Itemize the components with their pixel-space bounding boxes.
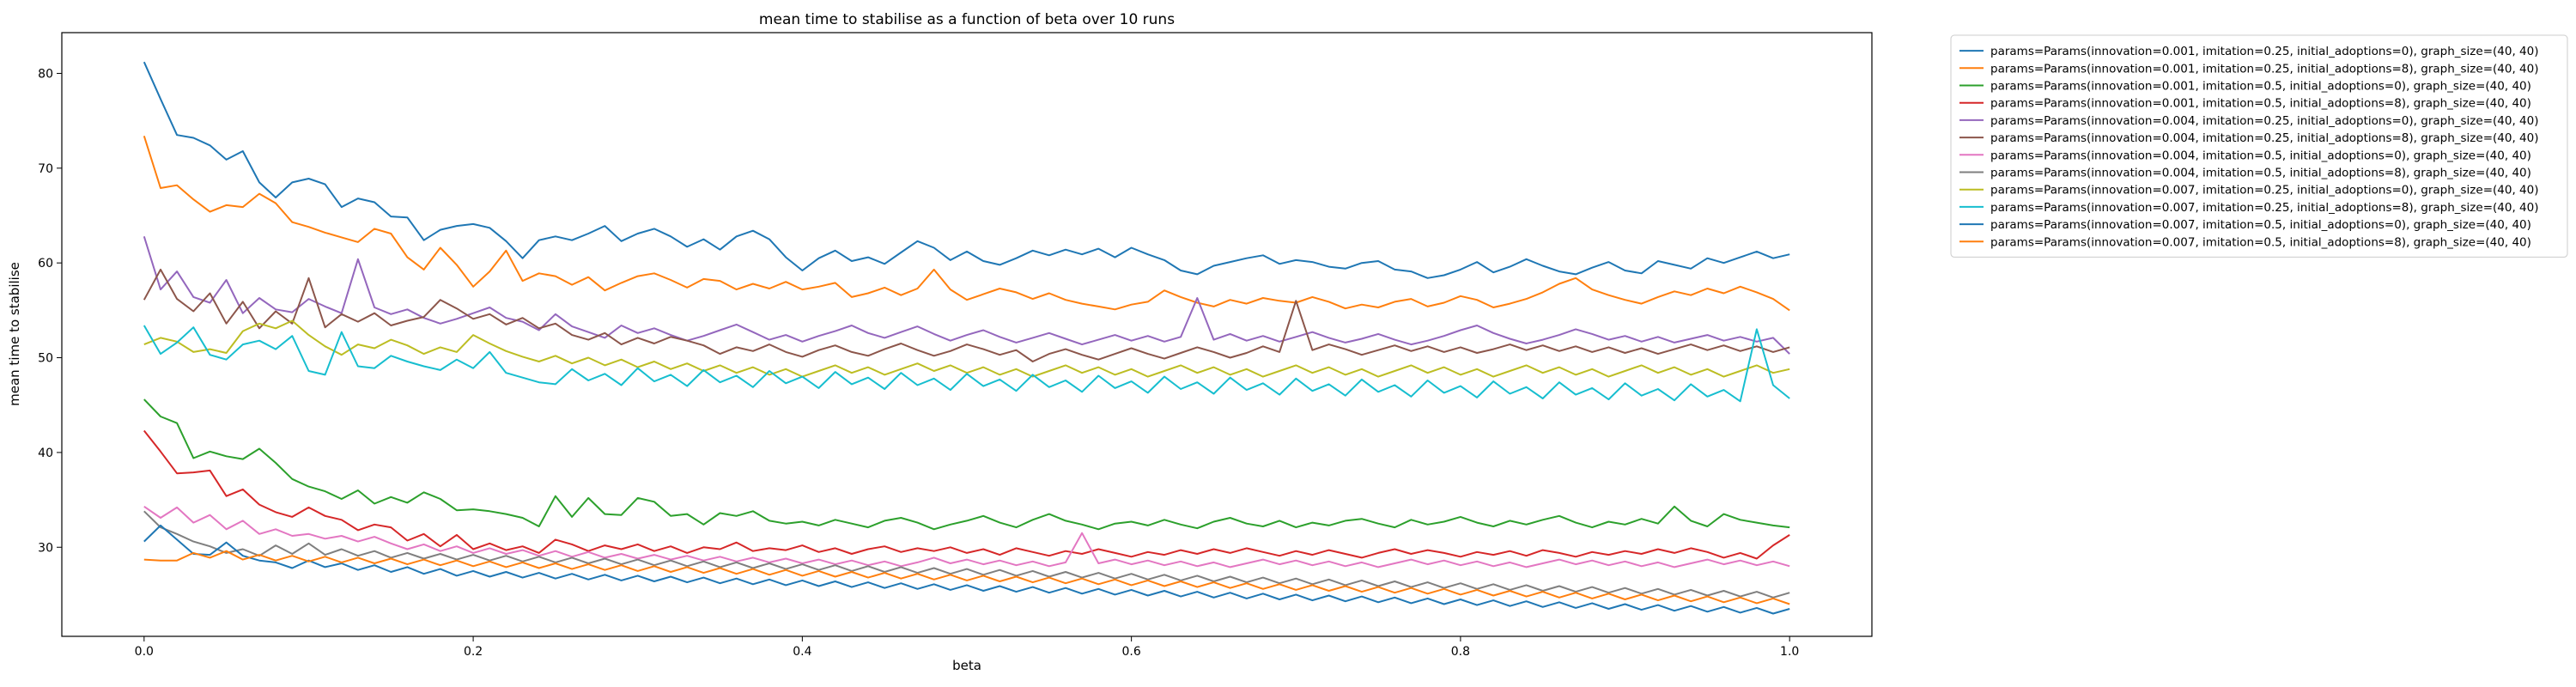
- chart-title: mean time to stabilise as a function of …: [759, 11, 1175, 28]
- legend-entry: params=Params(innovation=0.004, imitatio…: [1990, 167, 2531, 180]
- y-axis-label: mean time to stabilise: [7, 262, 22, 406]
- x-tick-label: 0.4: [793, 645, 811, 659]
- legend-entry: params=Params(innovation=0.001, imitatio…: [1990, 80, 2531, 94]
- x-tick-label: 0.8: [1451, 645, 1470, 659]
- series-line-3: [143, 398, 1790, 531]
- series-line-5: [143, 236, 1790, 355]
- plot-area: [143, 61, 1790, 615]
- legend-entry: params=Params(innovation=0.004, imitatio…: [1990, 114, 2538, 128]
- legend-entry: params=Params(innovation=0.004, imitatio…: [1990, 149, 2531, 162]
- legend-entry: params=Params(innovation=0.001, imitatio…: [1990, 62, 2538, 76]
- series-line-10: [143, 325, 1790, 403]
- y-axis: 30 40 50 60 70 80: [38, 67, 62, 555]
- y-tick-label: 80: [38, 67, 53, 81]
- x-tick-label: 1.0: [1780, 645, 1799, 659]
- x-tick-label: 0.0: [135, 645, 154, 659]
- series-line-11: [143, 524, 1790, 615]
- legend-entry: params=Params(innovation=0.007, imitatio…: [1990, 235, 2531, 249]
- plot-frame: [61, 32, 1873, 637]
- y-tick-label: 70: [38, 162, 53, 176]
- y-tick-label: 40: [38, 447, 53, 460]
- x-tick-label: 0.6: [1122, 645, 1141, 659]
- series-line-6: [143, 268, 1790, 362]
- series-line-7: [143, 505, 1790, 568]
- series-line-12: [143, 550, 1790, 605]
- series-line-2: [143, 135, 1790, 312]
- y-tick-label: 30: [38, 541, 53, 555]
- legend-entry: params=Params(innovation=0.001, imitatio…: [1990, 45, 2538, 58]
- series-line-8: [143, 510, 1790, 599]
- series-line-4: [143, 429, 1790, 560]
- x-axis: 0.0 0.2 0.4 0.6 0.8 1.0: [135, 636, 1799, 659]
- y-tick-label: 50: [38, 352, 53, 366]
- legend-entry: params=Params(innovation=0.001, imitatio…: [1990, 97, 2531, 111]
- y-tick-label: 60: [38, 257, 53, 271]
- legend-box: [1950, 34, 2568, 258]
- legend-entry: params=Params(innovation=0.007, imitatio…: [1990, 201, 2538, 215]
- series-line-9: [143, 319, 1790, 378]
- legend-entry: params=Params(innovation=0.007, imitatio…: [1990, 218, 2531, 232]
- legend-entry: params=Params(innovation=0.004, imitatio…: [1990, 131, 2538, 145]
- x-axis-label: beta: [952, 658, 981, 673]
- legend-entry: params=Params(innovation=0.007, imitatio…: [1990, 184, 2538, 198]
- legend: params=Params(innovation=0.001, imitatio…: [1950, 34, 2568, 258]
- x-tick-label: 0.2: [464, 645, 483, 659]
- series-line-1: [143, 61, 1790, 279]
